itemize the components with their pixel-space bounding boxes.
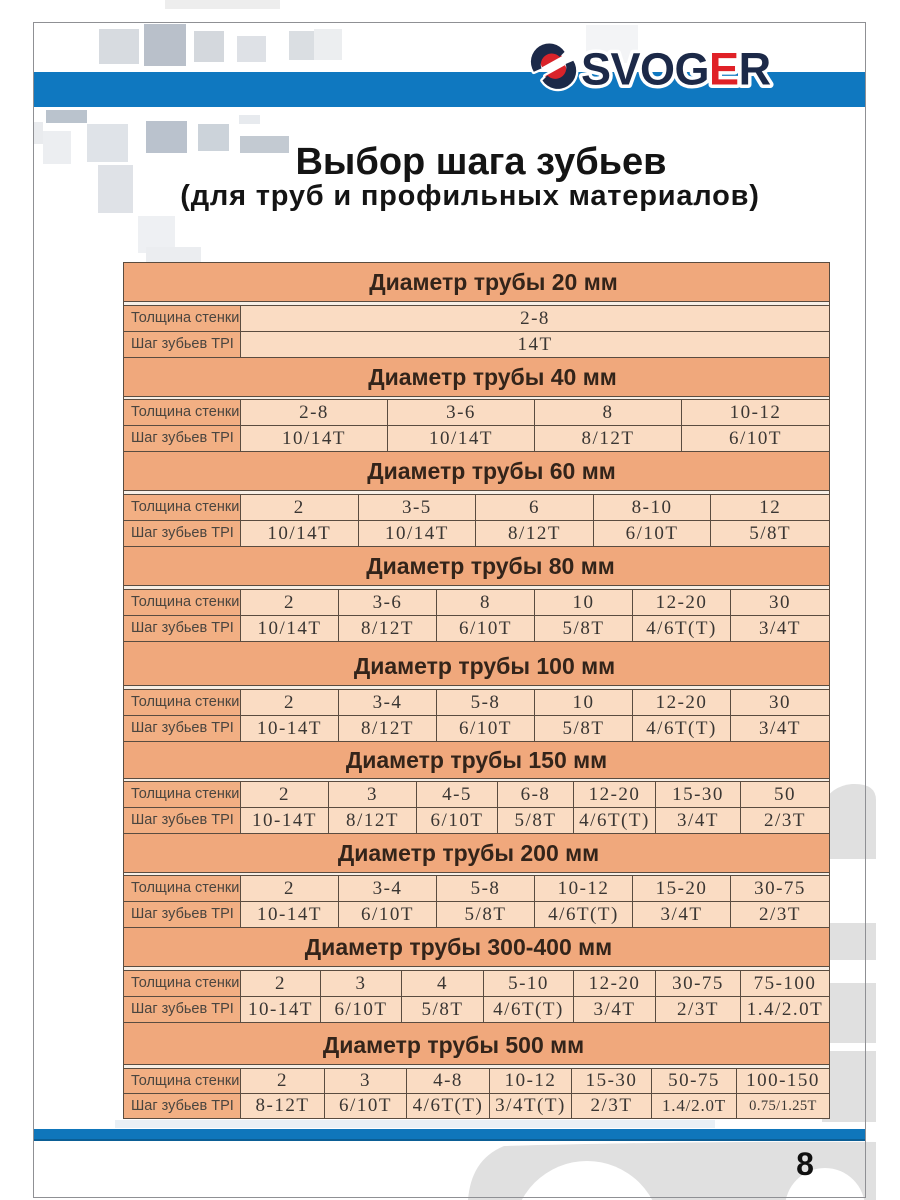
svg-text:SVOGER: SVOGER [581,44,771,95]
svg-text:SVOGER: SVOGER [581,44,771,95]
